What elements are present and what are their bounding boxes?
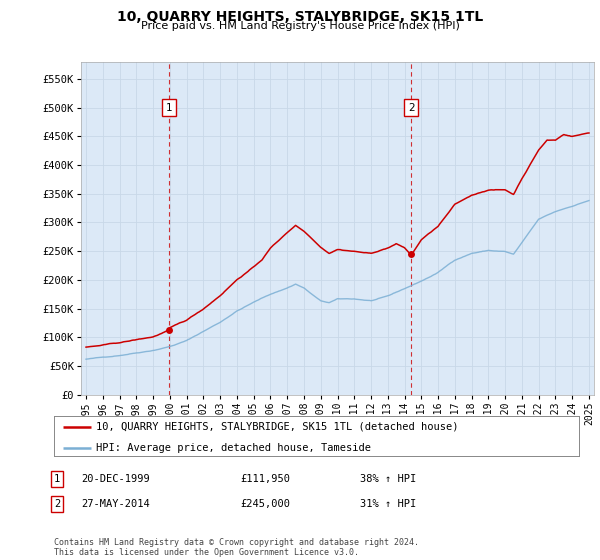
- Text: £111,950: £111,950: [240, 474, 290, 484]
- Text: 31% ↑ HPI: 31% ↑ HPI: [360, 499, 416, 509]
- Text: 2: 2: [54, 499, 60, 509]
- Text: Contains HM Land Registry data © Crown copyright and database right 2024.
This d: Contains HM Land Registry data © Crown c…: [54, 538, 419, 557]
- Text: 38% ↑ HPI: 38% ↑ HPI: [360, 474, 416, 484]
- Text: £245,000: £245,000: [240, 499, 290, 509]
- Text: HPI: Average price, detached house, Tameside: HPI: Average price, detached house, Tame…: [96, 442, 371, 452]
- Text: 1: 1: [54, 474, 60, 484]
- Text: 27-MAY-2014: 27-MAY-2014: [81, 499, 150, 509]
- Text: 1: 1: [166, 102, 173, 113]
- Text: 10, QUARRY HEIGHTS, STALYBRIDGE, SK15 1TL: 10, QUARRY HEIGHTS, STALYBRIDGE, SK15 1T…: [117, 10, 483, 24]
- Text: 2: 2: [408, 102, 415, 113]
- Text: Price paid vs. HM Land Registry's House Price Index (HPI): Price paid vs. HM Land Registry's House …: [140, 21, 460, 31]
- Text: 10, QUARRY HEIGHTS, STALYBRIDGE, SK15 1TL (detached house): 10, QUARRY HEIGHTS, STALYBRIDGE, SK15 1T…: [96, 422, 458, 432]
- Text: 20-DEC-1999: 20-DEC-1999: [81, 474, 150, 484]
